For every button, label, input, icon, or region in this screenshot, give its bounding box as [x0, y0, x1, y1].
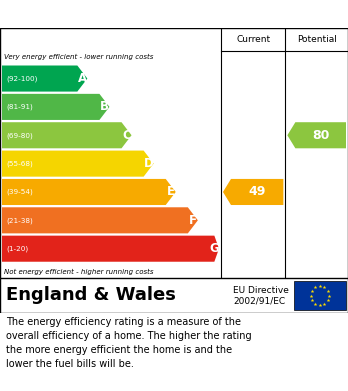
Text: 49: 49: [248, 185, 266, 199]
Polygon shape: [2, 122, 132, 148]
Text: EU Directive
2002/91/EC: EU Directive 2002/91/EC: [233, 286, 289, 305]
Text: 80: 80: [312, 129, 329, 142]
Text: B: B: [100, 100, 109, 113]
Polygon shape: [2, 94, 109, 120]
Text: F: F: [189, 214, 197, 227]
Polygon shape: [2, 66, 87, 91]
Text: E: E: [167, 185, 175, 199]
Text: A: A: [78, 72, 87, 85]
Text: (39-54): (39-54): [6, 189, 33, 195]
Polygon shape: [2, 236, 219, 262]
Text: C: C: [122, 129, 131, 142]
Text: The energy efficiency rating is a measure of the
overall efficiency of a home. T: The energy efficiency rating is a measur…: [6, 317, 252, 369]
Text: (81-91): (81-91): [6, 104, 33, 110]
Text: Energy Efficiency Rating: Energy Efficiency Rating: [7, 7, 209, 22]
Text: (1-20): (1-20): [6, 246, 28, 252]
Polygon shape: [2, 207, 198, 233]
Polygon shape: [2, 179, 176, 205]
Text: Very energy efficient - lower running costs: Very energy efficient - lower running co…: [4, 54, 153, 59]
Text: (92-100): (92-100): [6, 75, 37, 82]
Polygon shape: [223, 179, 283, 205]
Bar: [294, 281, 346, 310]
Text: G: G: [209, 242, 219, 255]
Text: (55-68): (55-68): [6, 160, 33, 167]
Text: Potential: Potential: [297, 35, 337, 44]
Text: D: D: [144, 157, 153, 170]
Text: Not energy efficient - higher running costs: Not energy efficient - higher running co…: [4, 269, 153, 275]
Text: (21-38): (21-38): [6, 217, 33, 224]
Text: Current: Current: [236, 35, 270, 44]
Text: (69-80): (69-80): [6, 132, 33, 138]
Polygon shape: [287, 122, 346, 148]
Text: England & Wales: England & Wales: [6, 287, 176, 305]
Polygon shape: [2, 151, 153, 177]
